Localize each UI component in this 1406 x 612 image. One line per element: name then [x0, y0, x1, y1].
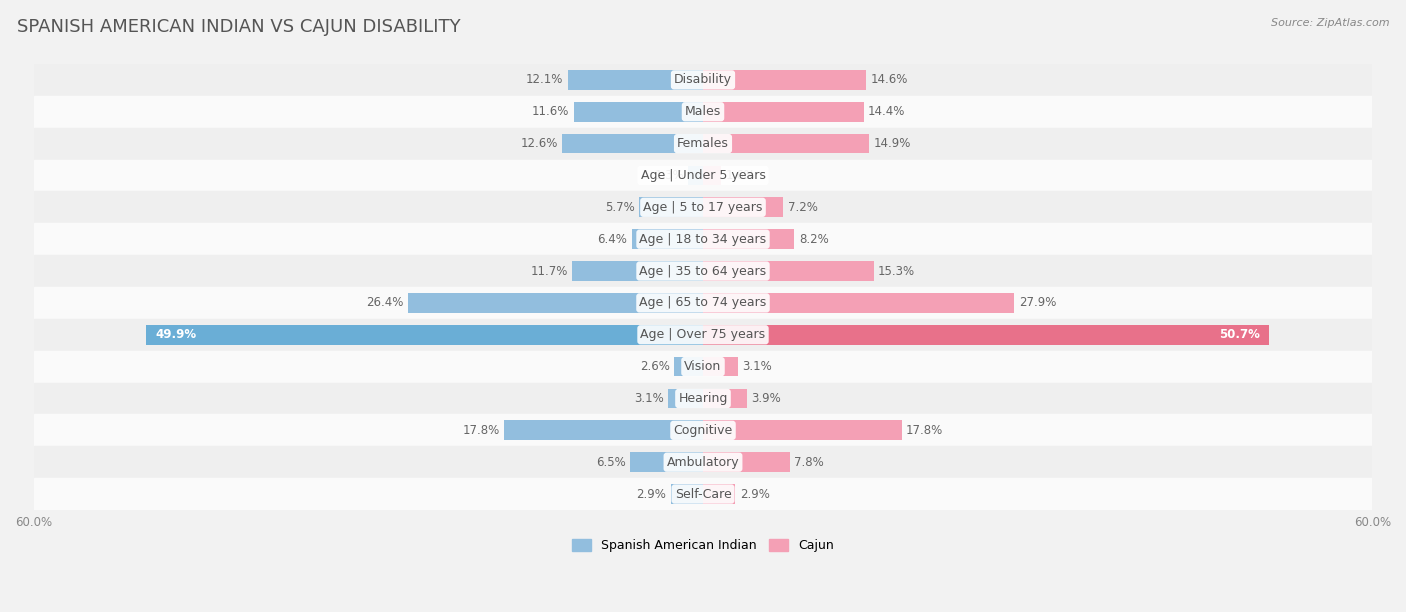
Bar — [568, 70, 703, 90]
Bar — [34, 192, 1372, 223]
Bar — [34, 64, 1372, 96]
Text: 26.4%: 26.4% — [367, 296, 404, 310]
Bar — [34, 478, 1372, 510]
Bar — [34, 351, 1372, 382]
Bar — [668, 389, 703, 408]
Bar — [146, 325, 703, 345]
Bar — [34, 255, 1372, 287]
Bar — [640, 198, 703, 217]
Bar — [703, 452, 790, 472]
Bar — [703, 166, 721, 185]
Bar — [703, 230, 794, 249]
Text: 15.3%: 15.3% — [879, 264, 915, 277]
Bar — [631, 230, 703, 249]
Text: 14.4%: 14.4% — [868, 105, 905, 118]
Text: 17.8%: 17.8% — [463, 424, 501, 437]
Text: Males: Males — [685, 105, 721, 118]
Text: 14.9%: 14.9% — [873, 137, 911, 150]
Bar — [572, 261, 703, 281]
Text: 5.7%: 5.7% — [605, 201, 636, 214]
Text: 11.6%: 11.6% — [531, 105, 569, 118]
Bar — [689, 166, 703, 185]
Text: 7.8%: 7.8% — [794, 456, 824, 469]
Text: Cognitive: Cognitive — [673, 424, 733, 437]
Text: 3.9%: 3.9% — [751, 392, 780, 405]
Text: Source: ZipAtlas.com: Source: ZipAtlas.com — [1271, 18, 1389, 28]
Text: Age | 65 to 74 years: Age | 65 to 74 years — [640, 296, 766, 310]
Bar — [703, 325, 1268, 345]
Text: 12.6%: 12.6% — [520, 137, 558, 150]
Bar — [671, 484, 703, 504]
Text: 8.2%: 8.2% — [799, 233, 828, 245]
Text: 1.6%: 1.6% — [725, 169, 755, 182]
Bar — [703, 102, 863, 122]
Text: 3.1%: 3.1% — [742, 360, 772, 373]
Text: SPANISH AMERICAN INDIAN VS CAJUN DISABILITY: SPANISH AMERICAN INDIAN VS CAJUN DISABIL… — [17, 18, 461, 36]
Text: 12.1%: 12.1% — [526, 73, 564, 86]
Text: 7.2%: 7.2% — [787, 201, 818, 214]
Text: Ambulatory: Ambulatory — [666, 456, 740, 469]
Bar — [562, 134, 703, 154]
Bar — [703, 293, 1014, 313]
Text: 2.9%: 2.9% — [740, 488, 769, 501]
Text: 49.9%: 49.9% — [155, 328, 197, 341]
Bar — [34, 160, 1372, 192]
Bar — [703, 261, 873, 281]
Bar — [409, 293, 703, 313]
Text: Age | Over 75 years: Age | Over 75 years — [641, 328, 765, 341]
Bar — [34, 319, 1372, 351]
Bar — [34, 287, 1372, 319]
Bar — [703, 357, 738, 376]
Text: 11.7%: 11.7% — [530, 264, 568, 277]
Bar — [34, 414, 1372, 446]
Text: Age | Under 5 years: Age | Under 5 years — [641, 169, 765, 182]
Bar — [703, 70, 866, 90]
Bar — [703, 389, 747, 408]
Text: 50.7%: 50.7% — [1219, 328, 1260, 341]
Text: 14.6%: 14.6% — [870, 73, 908, 86]
Bar — [505, 420, 703, 440]
Bar — [574, 102, 703, 122]
Text: Disability: Disability — [673, 73, 733, 86]
Text: 1.3%: 1.3% — [654, 169, 685, 182]
Text: Age | 35 to 64 years: Age | 35 to 64 years — [640, 264, 766, 277]
Text: Hearing: Hearing — [678, 392, 728, 405]
Text: 3.1%: 3.1% — [634, 392, 664, 405]
Text: 2.9%: 2.9% — [637, 488, 666, 501]
Text: 6.4%: 6.4% — [598, 233, 627, 245]
Bar — [34, 382, 1372, 414]
Text: Females: Females — [678, 137, 728, 150]
Text: Vision: Vision — [685, 360, 721, 373]
Text: Age | 18 to 34 years: Age | 18 to 34 years — [640, 233, 766, 245]
Bar — [630, 452, 703, 472]
Bar — [703, 198, 783, 217]
Bar — [34, 223, 1372, 255]
Legend: Spanish American Indian, Cajun: Spanish American Indian, Cajun — [567, 534, 839, 558]
Bar — [703, 134, 869, 154]
Text: 6.5%: 6.5% — [596, 456, 626, 469]
Bar — [34, 128, 1372, 160]
Bar — [673, 357, 703, 376]
Text: Age | 5 to 17 years: Age | 5 to 17 years — [644, 201, 762, 214]
Text: Self-Care: Self-Care — [675, 488, 731, 501]
Bar — [34, 446, 1372, 478]
Text: 27.9%: 27.9% — [1019, 296, 1056, 310]
Bar — [703, 420, 901, 440]
Text: 2.6%: 2.6% — [640, 360, 669, 373]
Bar — [703, 484, 735, 504]
Text: 17.8%: 17.8% — [905, 424, 943, 437]
Bar — [34, 96, 1372, 128]
